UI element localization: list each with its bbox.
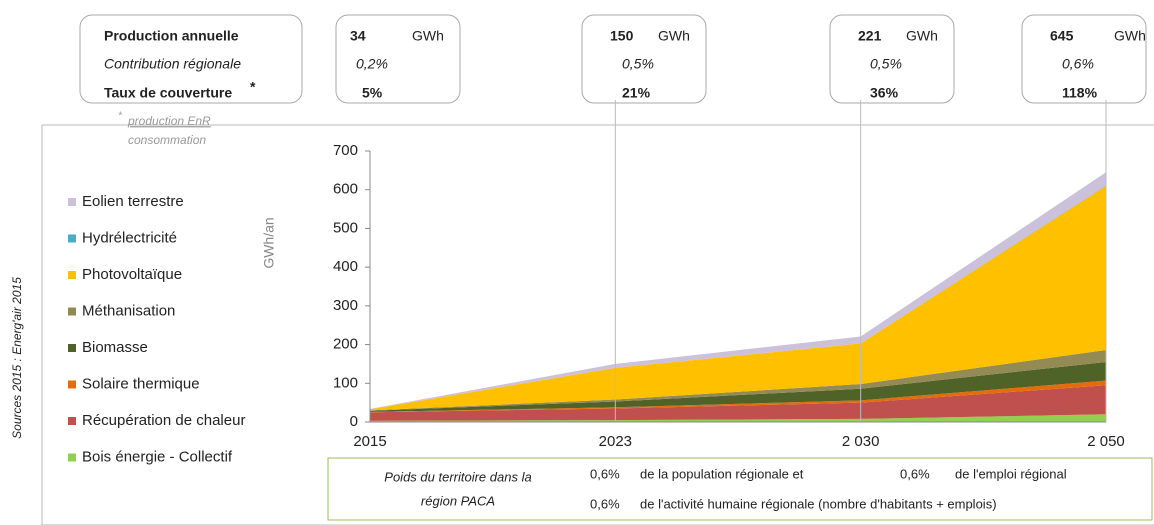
unit: GWh [906, 28, 938, 44]
source: Sources 2015 : Energ'air 2015 [10, 277, 24, 439]
unit: GWh [658, 28, 690, 44]
weight-pct: 0,6% [590, 496, 620, 511]
footnote-den: consommation [128, 133, 206, 147]
weight-pct: 0,6% [900, 466, 930, 481]
production-label: Production annuelle [104, 28, 239, 44]
legend-label: Eolien terrestre [82, 193, 184, 210]
taux-value: 36% [870, 85, 899, 101]
legend-label: Bois énergie - Collectif [82, 448, 233, 465]
taux-value: 118% [1062, 85, 1098, 101]
legend-swatch [68, 307, 76, 316]
area [370, 361, 1106, 412]
footnote-star: * [118, 111, 123, 122]
x-tick-label: 2 050 [1087, 433, 1125, 450]
chart-frame [41, 124, 1154, 525]
legend-swatch [68, 271, 76, 279]
weight-box [327, 457, 1153, 521]
production-value: 150 [610, 28, 634, 44]
area [370, 185, 1106, 411]
label-box [79, 14, 303, 104]
legend-label: Photovoltaïque [82, 266, 182, 283]
contribution-value: 0,2% [356, 56, 388, 72]
legend-swatch [68, 380, 76, 389]
legend-label: Solaire thermique [82, 375, 200, 392]
y-tick-label: 100 [333, 374, 358, 391]
legend-label: Méthanisation [82, 302, 175, 319]
y-tick-label: 400 [333, 258, 358, 275]
legend-swatch [68, 344, 76, 352]
area [370, 414, 1106, 422]
production-value: 34 [350, 28, 366, 44]
y-tick-label: 0 [350, 413, 358, 430]
y-tick-label: 300 [333, 297, 358, 314]
production-value: 221 [858, 28, 882, 44]
legend-swatch [68, 417, 76, 425]
taux-star: * [250, 79, 256, 95]
taux-value: 21% [622, 85, 651, 101]
legend-swatch [68, 234, 76, 243]
info-box [335, 14, 461, 104]
unit: GWh [1114, 28, 1146, 44]
weight-pct: 0,6% [590, 466, 620, 481]
production-value: 645 [1050, 28, 1074, 44]
y-axis-label: GWh/an [261, 217, 277, 268]
weight-title: Poids du territoire dans la [384, 469, 531, 484]
y-tick-label: 600 [333, 181, 358, 198]
contribution-value: 0,5% [870, 56, 902, 72]
weight-text: de l'activité humaine régionale (nombre … [640, 496, 997, 511]
y-tick-label: 700 [333, 142, 358, 159]
y-tick-label: 500 [333, 219, 358, 236]
info-box [829, 14, 955, 104]
legend-swatch [68, 453, 76, 462]
x-tick-label: 2 030 [842, 433, 880, 450]
legend-swatch [68, 198, 76, 206]
area [370, 385, 1106, 421]
contribution-value: 0,6% [1062, 56, 1094, 72]
x-tick-label: 2023 [599, 433, 632, 450]
info-box [1021, 14, 1147, 104]
footnote-num: production EnR [127, 114, 211, 128]
x-tick-label: 2015 [353, 433, 386, 450]
legend-label: Récupération de chaleur [82, 412, 245, 429]
info-box [581, 14, 707, 104]
weight-text: de la population régionale et [640, 466, 804, 481]
weight-text: de l'emploi régional [955, 466, 1067, 481]
y-tick-label: 200 [333, 336, 358, 353]
taux-value: 5% [362, 85, 383, 101]
unit: GWh [412, 28, 444, 44]
legend-label: Hydrélectricité [82, 229, 177, 246]
contribution-label: Contribution régionale [104, 56, 241, 72]
weight-title: région PACA [421, 493, 495, 508]
taux-label: Taux de couverture [104, 85, 232, 101]
legend-label: Biomasse [82, 339, 148, 356]
contribution-value: 0,5% [622, 56, 654, 72]
